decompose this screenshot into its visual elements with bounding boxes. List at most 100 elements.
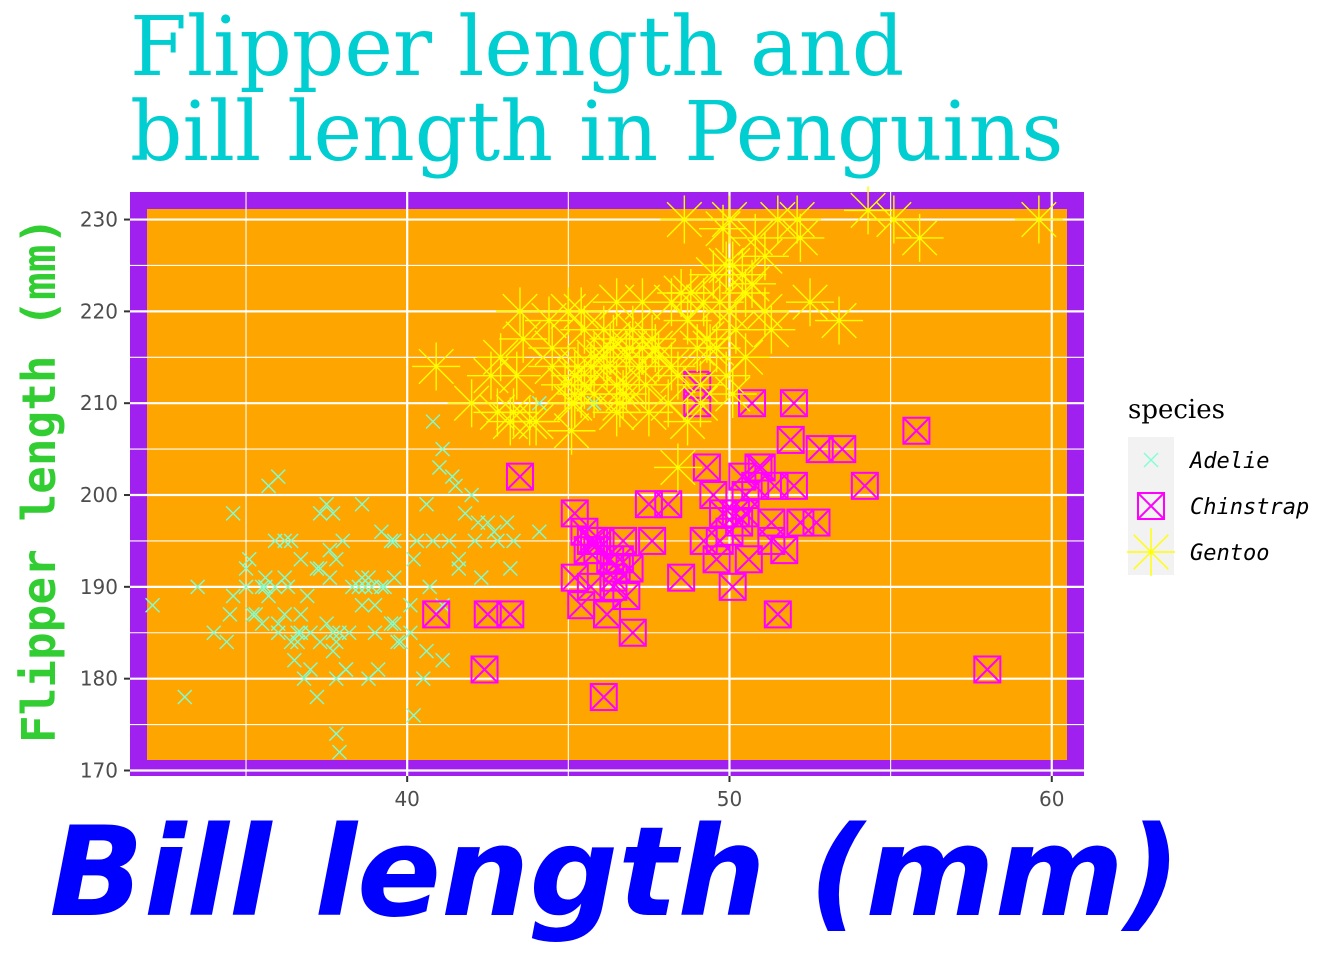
- point-gentoo: [524, 296, 573, 345]
- point-chinstrap: [470, 655, 499, 684]
- y-tick-label: 190: [80, 575, 118, 599]
- point-adelie: [280, 579, 296, 595]
- point-adelie: [467, 533, 483, 549]
- point-adelie: [312, 505, 328, 521]
- point-chinstrap: [747, 453, 776, 482]
- x-tick-label: 40: [394, 787, 419, 811]
- point-adelie: [425, 533, 441, 549]
- point-gentoo: [776, 213, 825, 262]
- point-adelie: [341, 625, 357, 641]
- y-tick-label: 210: [80, 391, 118, 415]
- point-adelie: [473, 570, 489, 586]
- point-adelie: [302, 661, 318, 677]
- point-adelie: [531, 524, 547, 540]
- point-chinstrap: [654, 490, 683, 519]
- point-chinstrap: [757, 526, 786, 555]
- point-adelie: [419, 496, 435, 512]
- point-gentoo: [689, 250, 738, 299]
- point-chinstrap: [638, 526, 667, 555]
- point-adelie: [219, 634, 235, 650]
- legend-key-chinstrap: [1137, 492, 1165, 520]
- point-gentoo: [740, 232, 789, 281]
- point-adelie: [328, 634, 344, 650]
- point-adelie: [319, 616, 335, 632]
- y-axis-label: Flipper length (mm): [12, 217, 66, 743]
- point-adelie: [241, 551, 257, 567]
- y-tick-label: 230: [80, 208, 118, 232]
- point-gentoo: [869, 195, 918, 244]
- point-gentoo: [547, 406, 596, 455]
- legend-label-chinstrap: Chinstrap: [1190, 495, 1309, 520]
- point-gentoo: [583, 342, 631, 391]
- point-chinstrap: [560, 563, 589, 592]
- point-gentoo: [695, 278, 744, 327]
- point-adelie: [286, 652, 302, 668]
- y-tick-label: 180: [80, 667, 118, 691]
- point-gentoo: [647, 342, 696, 391]
- point-adelie: [406, 551, 422, 567]
- point-adelie: [309, 689, 325, 705]
- point-adelie: [486, 524, 502, 540]
- point-adelie: [299, 588, 315, 604]
- point-chinstrap: [667, 563, 696, 592]
- point-adelie: [225, 505, 241, 521]
- point-gentoo: [592, 278, 641, 327]
- point-adelie: [367, 625, 383, 641]
- point-adelie: [261, 478, 277, 494]
- point-gentoo: [663, 397, 712, 446]
- point-chinstrap: [850, 471, 879, 500]
- legend-label-adelie: Adelie: [1188, 449, 1269, 474]
- point-adelie: [480, 515, 496, 531]
- point-chinstrap: [618, 618, 647, 647]
- point-adelie: [361, 570, 376, 586]
- point-adelie: [386, 533, 402, 549]
- point-adelie: [431, 459, 447, 475]
- point-gentoo: [702, 351, 751, 400]
- legend-title: species: [1128, 395, 1225, 425]
- point-gentoo: [499, 314, 548, 363]
- point-gentoo: [634, 333, 683, 382]
- point-adelie: [309, 560, 325, 576]
- point-adelie: [402, 597, 418, 613]
- point-gentoo: [602, 360, 651, 409]
- point-gentoo: [721, 333, 770, 382]
- point-adelie: [422, 579, 438, 595]
- point-chinstrap: [728, 462, 757, 491]
- point-chinstrap: [718, 572, 747, 601]
- point-adelie: [261, 588, 277, 604]
- point-adelie: [283, 533, 299, 549]
- point-gentoo: [702, 241, 751, 290]
- point-gentoo: [731, 213, 780, 262]
- point-gentoo: [631, 324, 680, 373]
- point-gentoo: [663, 296, 712, 345]
- legend: species Adelie Chinstrap Gentoo: [1127, 395, 1309, 576]
- point-gentoo: [660, 195, 709, 244]
- point-chinstrap: [560, 499, 589, 528]
- point-adelie: [383, 533, 399, 549]
- point-adelie: [406, 707, 422, 723]
- point-gentoo: [653, 351, 702, 400]
- point-gentoo: [412, 342, 461, 391]
- point-adelie: [331, 744, 347, 760]
- point-adelie: [409, 533, 425, 549]
- point-adelie: [464, 487, 480, 503]
- point-chinstrap: [615, 554, 644, 583]
- point-gentoo: [628, 314, 677, 363]
- point-adelie: [277, 570, 293, 586]
- point-adelie: [335, 533, 351, 549]
- point-adelie: [222, 606, 238, 622]
- y-tick-label: 170: [80, 758, 118, 782]
- point-adelie: [257, 579, 273, 595]
- point-adelie: [325, 643, 341, 659]
- point-adelie: [457, 505, 473, 521]
- point-chinstrap: [612, 582, 641, 611]
- point-gentoo: [608, 305, 657, 354]
- point-chinstrap: [589, 683, 618, 712]
- point-gentoo: [1014, 195, 1063, 244]
- point-gentoo: [705, 195, 754, 244]
- axes: 170 180 190 200 210 220 230 40 50 60: [80, 208, 1065, 811]
- point-adelie: [444, 469, 460, 485]
- point-chinstrap: [779, 389, 808, 418]
- point-gentoo: [557, 287, 606, 336]
- point-adelie: [225, 588, 241, 604]
